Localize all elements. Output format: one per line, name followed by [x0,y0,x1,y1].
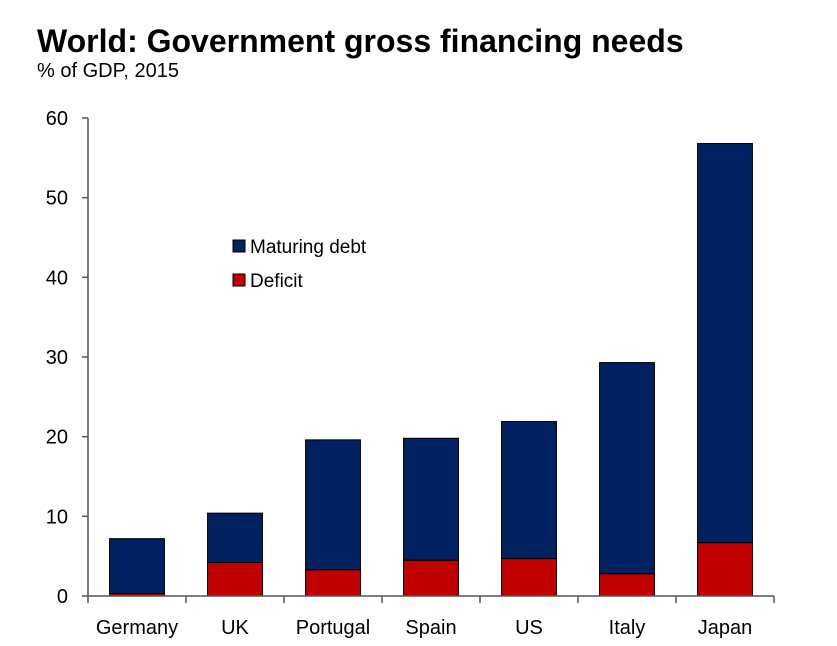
legend: Maturing debt Deficit [232,237,367,292]
x-tick-label: US [515,617,543,639]
y-tick-label: 30 [46,347,68,369]
y-tick-label: 40 [46,267,68,289]
bar-maturing-debt-spain [403,437,459,561]
chart-title: World: Government gross financing needs [37,23,684,59]
x-tick-label: UK [221,617,249,639]
x-tick-label: Italy [609,617,646,639]
y-tick-label: 50 [46,188,68,210]
bar-maturing-debt-portugal [305,439,361,571]
y-tick-label: 20 [46,427,68,449]
x-tick-label: Portugal [296,617,371,639]
bar-deficit-us [501,558,557,597]
bar-deficit-portugal [305,569,361,597]
legend-swatch-maturing-debt [232,239,246,253]
axes-group: 0 10 20 30 40 50 60 Germany UK Portugal Spain US Ita… [46,108,775,639]
x-tick-label: Spain [405,617,456,639]
bar-deficit-uk [207,562,263,597]
y-tick-label: 60 [46,108,68,130]
bar-maturing-debt-us [501,421,557,560]
bar-deficit-japan [697,542,753,597]
bar-deficit-italy [599,573,655,597]
legend-label-maturing-debt: Maturing debt [250,237,367,258]
y-tick-label: 10 [46,506,68,528]
bar-maturing-debt-germany [109,538,165,595]
x-tick-label: Germany [96,617,178,639]
chart-subtitle: % of GDP, 2015 [37,60,179,82]
bars-group [109,142,753,597]
y-tick-label: 0 [57,586,68,608]
legend-swatch-deficit [232,273,246,287]
bar-maturing-debt-uk [207,512,263,564]
bar-deficit-spain [403,559,459,597]
bar-maturing-debt-japan [697,142,753,544]
bar-maturing-debt-italy [599,362,655,575]
x-tick-label: Japan [698,617,753,639]
legend-label-deficit: Deficit [250,271,304,292]
